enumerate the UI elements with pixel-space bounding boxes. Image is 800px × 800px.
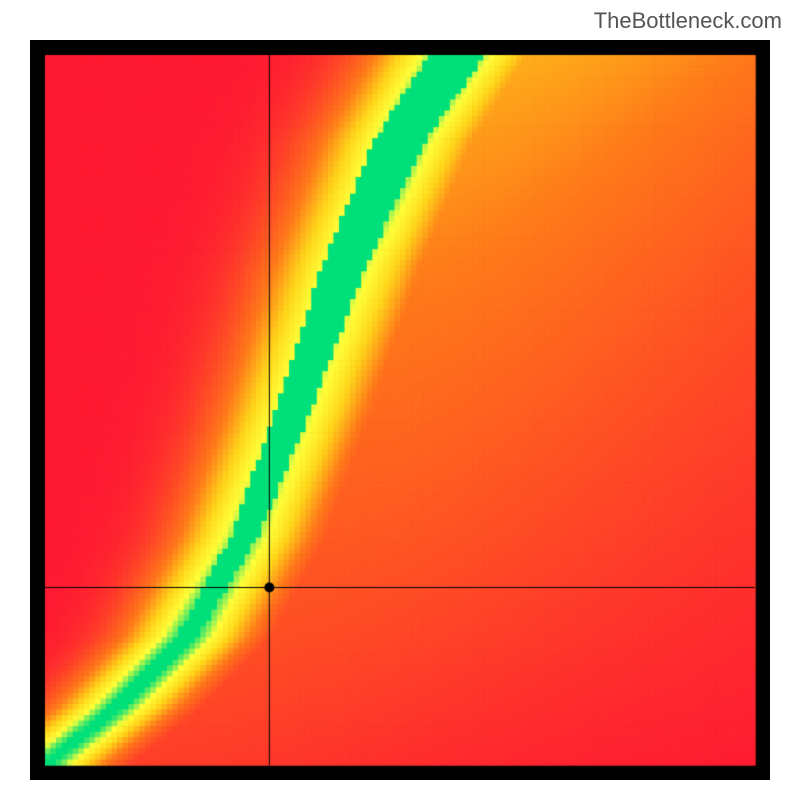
watermark: TheBottleneck.com: [594, 8, 782, 34]
heatmap-canvas: [30, 40, 770, 780]
heatmap-plot: [30, 40, 770, 780]
chart-container: TheBottleneck.com: [0, 0, 800, 800]
